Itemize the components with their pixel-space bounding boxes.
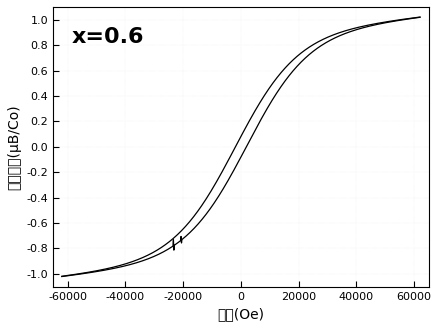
X-axis label: 磁场(Oe): 磁场(Oe) xyxy=(217,307,264,321)
Y-axis label: 磁化强度(μB/Co): 磁化强度(μB/Co) xyxy=(7,104,21,190)
Text: x=0.6: x=0.6 xyxy=(72,27,144,47)
